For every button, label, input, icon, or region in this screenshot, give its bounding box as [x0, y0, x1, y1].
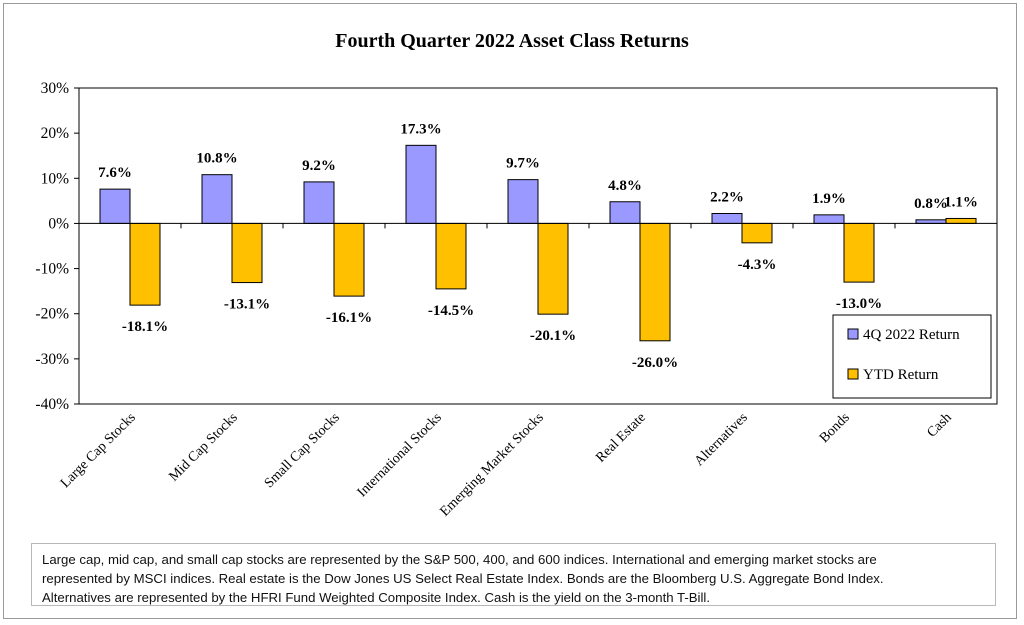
bar — [741, 222, 773, 244]
y-tick-label: -40% — [35, 396, 69, 413]
bar — [945, 217, 977, 224]
data-label: 4.8% — [608, 178, 642, 194]
chart-title: Fourth Quarter 2022 Asset Class Returns — [335, 30, 689, 52]
y-tick-label: 20% — [41, 125, 70, 142]
bar — [915, 219, 947, 224]
data-label: 0.8% — [914, 196, 948, 212]
bar — [99, 188, 131, 224]
x-tick-label: Bonds — [817, 410, 853, 446]
bar — [813, 214, 845, 224]
y-tick-label: -20% — [35, 306, 69, 323]
footnote-line: represented by MSCI indices. Real estate… — [42, 571, 884, 586]
x-tick-label: Cash — [924, 410, 954, 440]
legend-swatch — [847, 368, 859, 380]
data-label: -18.1% — [122, 319, 168, 335]
legend-swatch — [847, 328, 859, 340]
bar — [639, 222, 671, 342]
data-label: 9.7% — [506, 156, 540, 172]
legend-box — [832, 314, 992, 399]
y-tick-label: 10% — [41, 170, 70, 187]
bar — [435, 222, 467, 290]
bar — [333, 222, 365, 297]
bar — [231, 222, 263, 284]
data-label: -13.1% — [224, 297, 270, 313]
x-tick-label: Emerging Market Stocks — [437, 410, 546, 519]
data-label: -16.1% — [326, 310, 372, 326]
data-label: -4.3% — [738, 257, 777, 273]
x-tick-label: International Stocks — [355, 410, 445, 500]
data-label: 1.1% — [944, 194, 978, 210]
legend-label: YTD Return — [863, 367, 939, 383]
footnote-line: Alternatives are represented by the HFRI… — [42, 590, 711, 605]
bar-chart: 30% 20% 10% 0% -10% -20% -30% -40% 7.6% 10.8% 9.2%… — [35, 80, 998, 520]
bar — [507, 179, 539, 224]
x-tick-label: Large Cap Stocks — [58, 410, 139, 491]
y-tick-label: 30% — [41, 80, 70, 97]
bar — [129, 222, 161, 306]
y-tick-label: -30% — [35, 351, 69, 368]
bar — [711, 212, 743, 224]
chart-frame — [3, 3, 1017, 619]
data-label: -20.1% — [530, 328, 576, 344]
legend-label: 4Q 2022 Return — [863, 327, 960, 343]
bar — [843, 222, 875, 283]
data-label: 1.9% — [812, 191, 846, 207]
data-label: -14.5% — [428, 303, 474, 319]
x-tick-label: Mid Cap Stocks — [166, 410, 240, 484]
x-tick-label: Alternatives — [692, 410, 751, 469]
footnote-line: Large cap, mid cap, and small cap stocks… — [42, 552, 877, 567]
data-label: 17.3% — [400, 121, 441, 137]
y-tick-label: -10% — [35, 261, 69, 278]
data-label: -13.0% — [836, 296, 882, 312]
footnote-box: Large cap, mid cap, and small cap stocks… — [31, 543, 996, 606]
data-label: 10.8% — [196, 151, 237, 167]
bar — [609, 201, 641, 224]
bar — [201, 174, 233, 224]
data-label: 7.6% — [98, 165, 132, 181]
bar — [405, 144, 437, 224]
y-tick-label: 0% — [48, 215, 69, 232]
x-tick-label: Small Cap Stocks — [262, 410, 343, 491]
x-tick-label: Real Estate — [593, 410, 648, 465]
data-label: 2.2% — [710, 189, 744, 205]
bar — [303, 181, 335, 224]
data-label: -26.0% — [632, 355, 678, 371]
bar — [537, 222, 569, 315]
data-label: 9.2% — [302, 158, 336, 174]
plot-area — [78, 87, 998, 405]
